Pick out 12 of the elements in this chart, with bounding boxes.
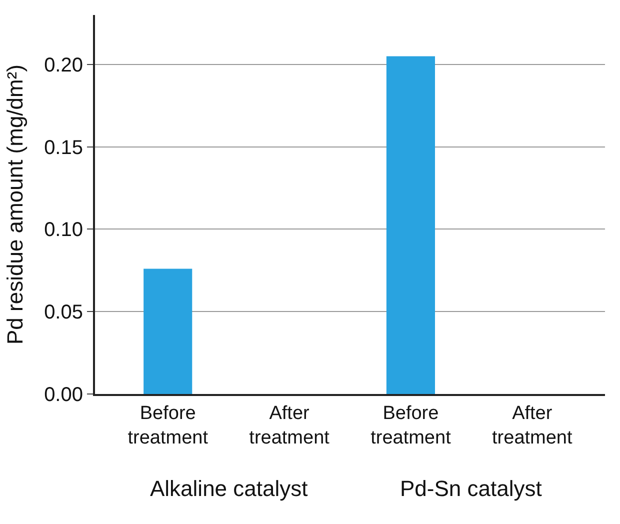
y-tick-label: 0.20 — [44, 54, 83, 76]
y-axis-title: Pd residue amount (mg/dm²) — [2, 64, 28, 344]
y-tick-label: 0.00 — [44, 384, 83, 406]
y-tick-label: 0.10 — [44, 219, 83, 242]
x-tick-label: After treatment — [249, 402, 330, 448]
x-tick-label: Before treatment — [128, 402, 209, 448]
text: Alkaline catalyst — [150, 476, 308, 501]
x-tick-label: After treatment — [492, 402, 573, 448]
x-tick-label: Before treatment — [370, 402, 452, 448]
text: Pd-Sn catalyst — [400, 476, 542, 501]
y-tick-label: 0.15 — [44, 136, 83, 159]
y-tick-label: 0.05 — [44, 302, 83, 324]
